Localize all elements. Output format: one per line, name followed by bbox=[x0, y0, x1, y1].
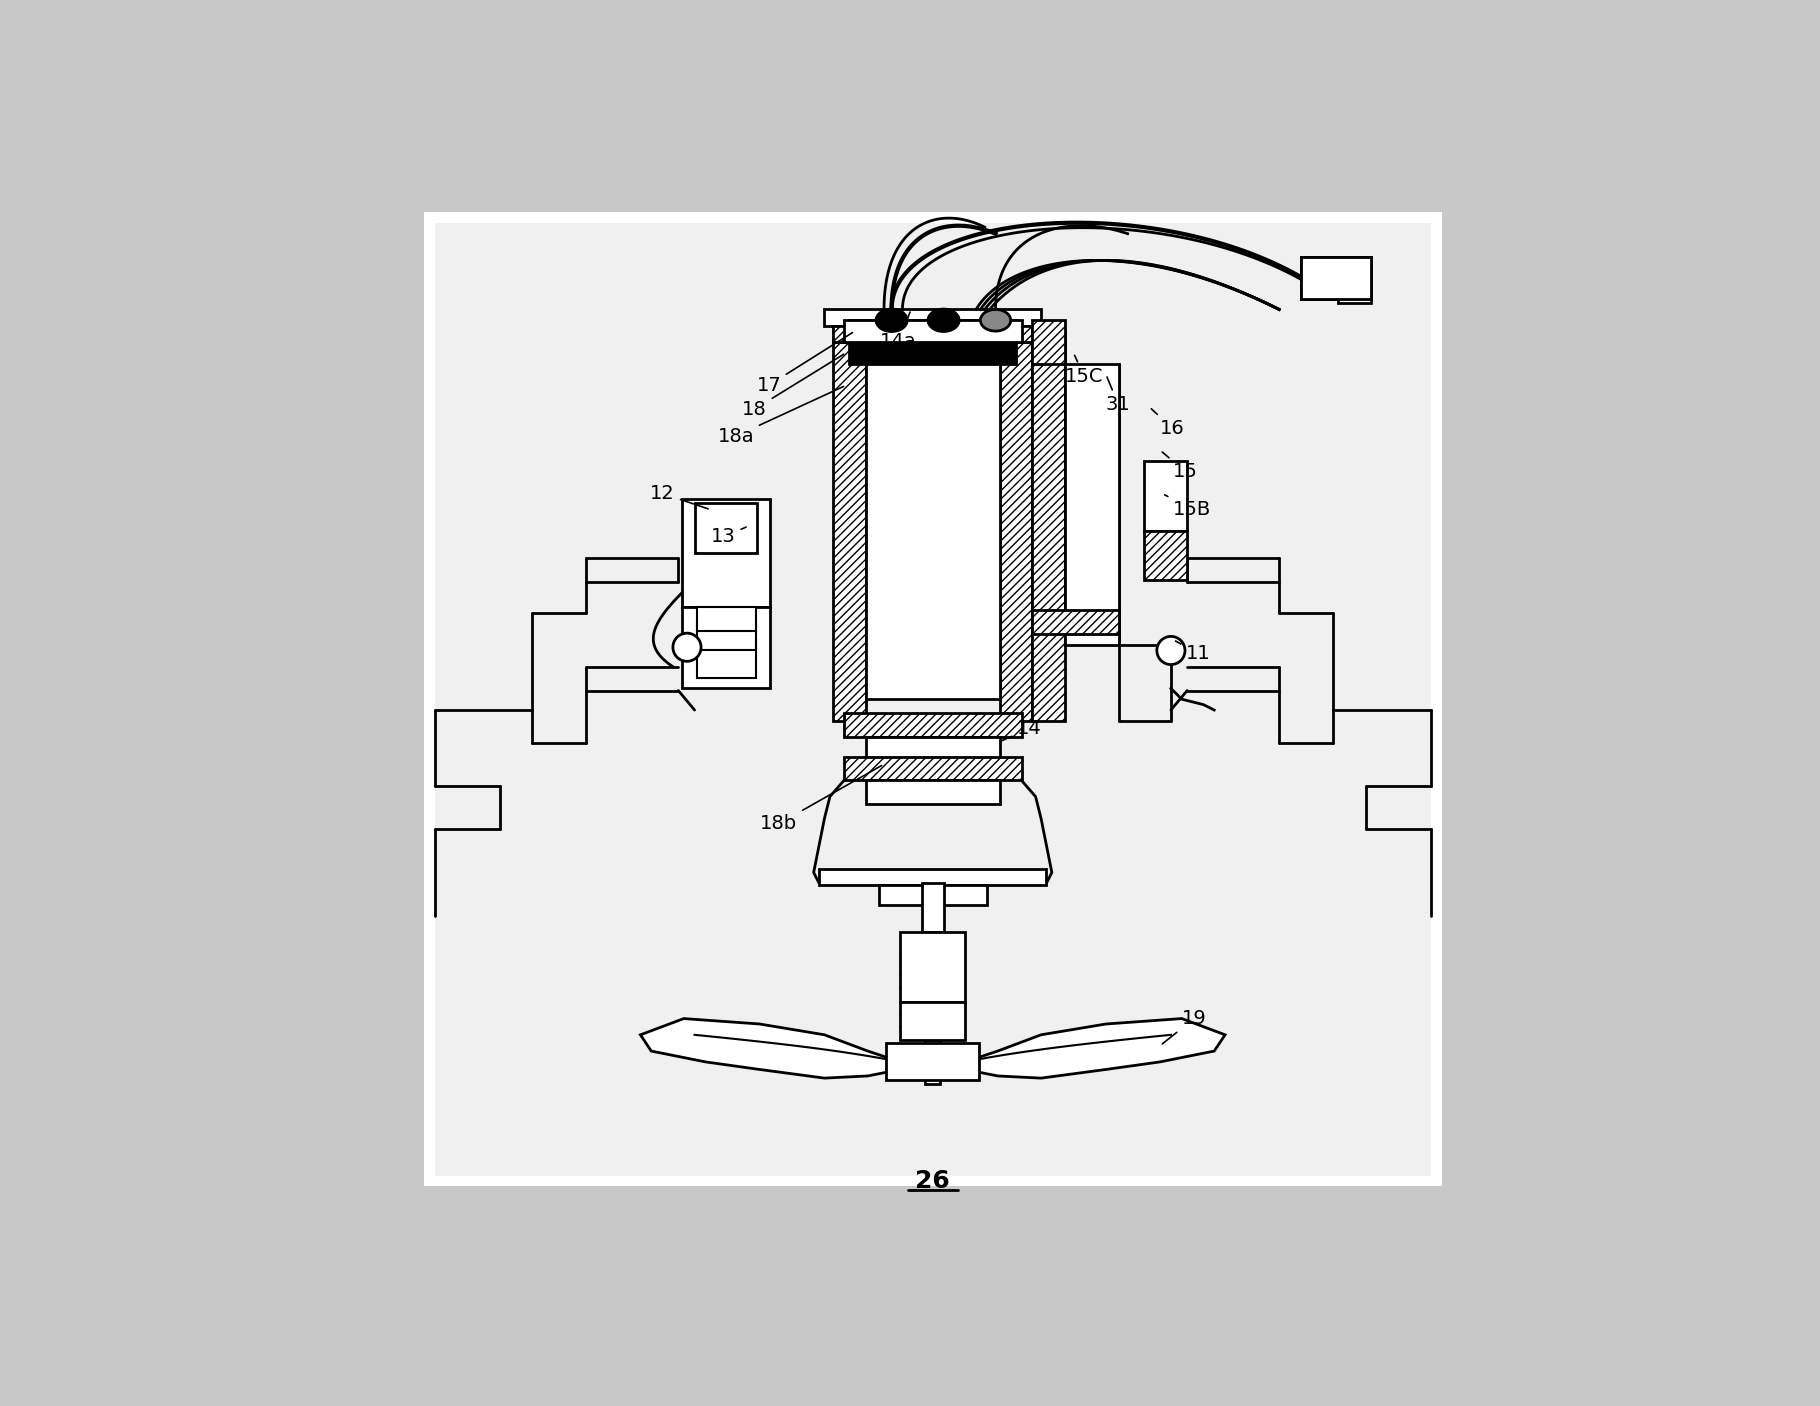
Text: 12: 12 bbox=[650, 484, 708, 509]
Text: 15B: 15B bbox=[1165, 495, 1212, 519]
Bar bbox=[844, 321, 1021, 342]
Ellipse shape bbox=[981, 309, 1010, 332]
Bar bbox=[697, 623, 757, 651]
Bar bbox=[1065, 364, 1119, 645]
Bar bbox=[923, 883, 943, 932]
Text: 31: 31 bbox=[1107, 377, 1130, 415]
Bar bbox=[697, 640, 757, 678]
Text: 15: 15 bbox=[1163, 451, 1198, 481]
Bar bbox=[819, 869, 1046, 886]
Bar bbox=[844, 756, 1021, 780]
Text: 13: 13 bbox=[712, 527, 746, 547]
Bar bbox=[866, 737, 999, 761]
Bar bbox=[681, 499, 770, 607]
Polygon shape bbox=[641, 1018, 901, 1078]
Bar bbox=[850, 321, 1016, 364]
Bar bbox=[866, 342, 999, 699]
Bar bbox=[1338, 294, 1370, 302]
Bar bbox=[834, 318, 1032, 342]
Text: 17: 17 bbox=[757, 333, 852, 395]
Bar bbox=[697, 607, 757, 631]
Ellipse shape bbox=[875, 308, 908, 332]
Bar bbox=[901, 932, 965, 1002]
Bar bbox=[1301, 257, 1370, 298]
Bar bbox=[879, 886, 986, 905]
Text: 18b: 18b bbox=[761, 765, 881, 834]
Text: 26: 26 bbox=[915, 1168, 950, 1192]
Bar bbox=[901, 1002, 965, 1040]
Bar bbox=[866, 780, 999, 804]
Circle shape bbox=[1158, 637, 1185, 665]
Bar bbox=[1143, 531, 1187, 581]
Bar bbox=[834, 342, 866, 721]
Bar bbox=[844, 713, 1021, 737]
Ellipse shape bbox=[928, 308, 959, 332]
Bar bbox=[695, 503, 757, 553]
Bar bbox=[1032, 610, 1119, 634]
Text: 19: 19 bbox=[1163, 1010, 1207, 1043]
Bar bbox=[1032, 321, 1065, 364]
Text: 16: 16 bbox=[1152, 409, 1185, 439]
Text: 14a: 14a bbox=[879, 312, 917, 352]
Bar bbox=[824, 309, 1041, 326]
Bar bbox=[999, 342, 1032, 721]
Bar bbox=[1301, 257, 1370, 298]
Polygon shape bbox=[965, 1018, 1225, 1078]
Text: 14: 14 bbox=[1001, 718, 1041, 741]
Bar bbox=[925, 1040, 941, 1084]
Bar bbox=[834, 326, 1032, 342]
Bar bbox=[681, 607, 770, 689]
Text: 15C: 15C bbox=[1065, 356, 1103, 387]
Bar bbox=[1032, 332, 1065, 721]
Text: 11: 11 bbox=[1176, 641, 1210, 664]
Circle shape bbox=[673, 633, 701, 661]
Bar bbox=[1143, 461, 1187, 531]
Bar bbox=[886, 1043, 979, 1080]
Text: 18a: 18a bbox=[717, 387, 844, 446]
Text: 18: 18 bbox=[743, 354, 844, 419]
Bar bbox=[435, 224, 1431, 1175]
